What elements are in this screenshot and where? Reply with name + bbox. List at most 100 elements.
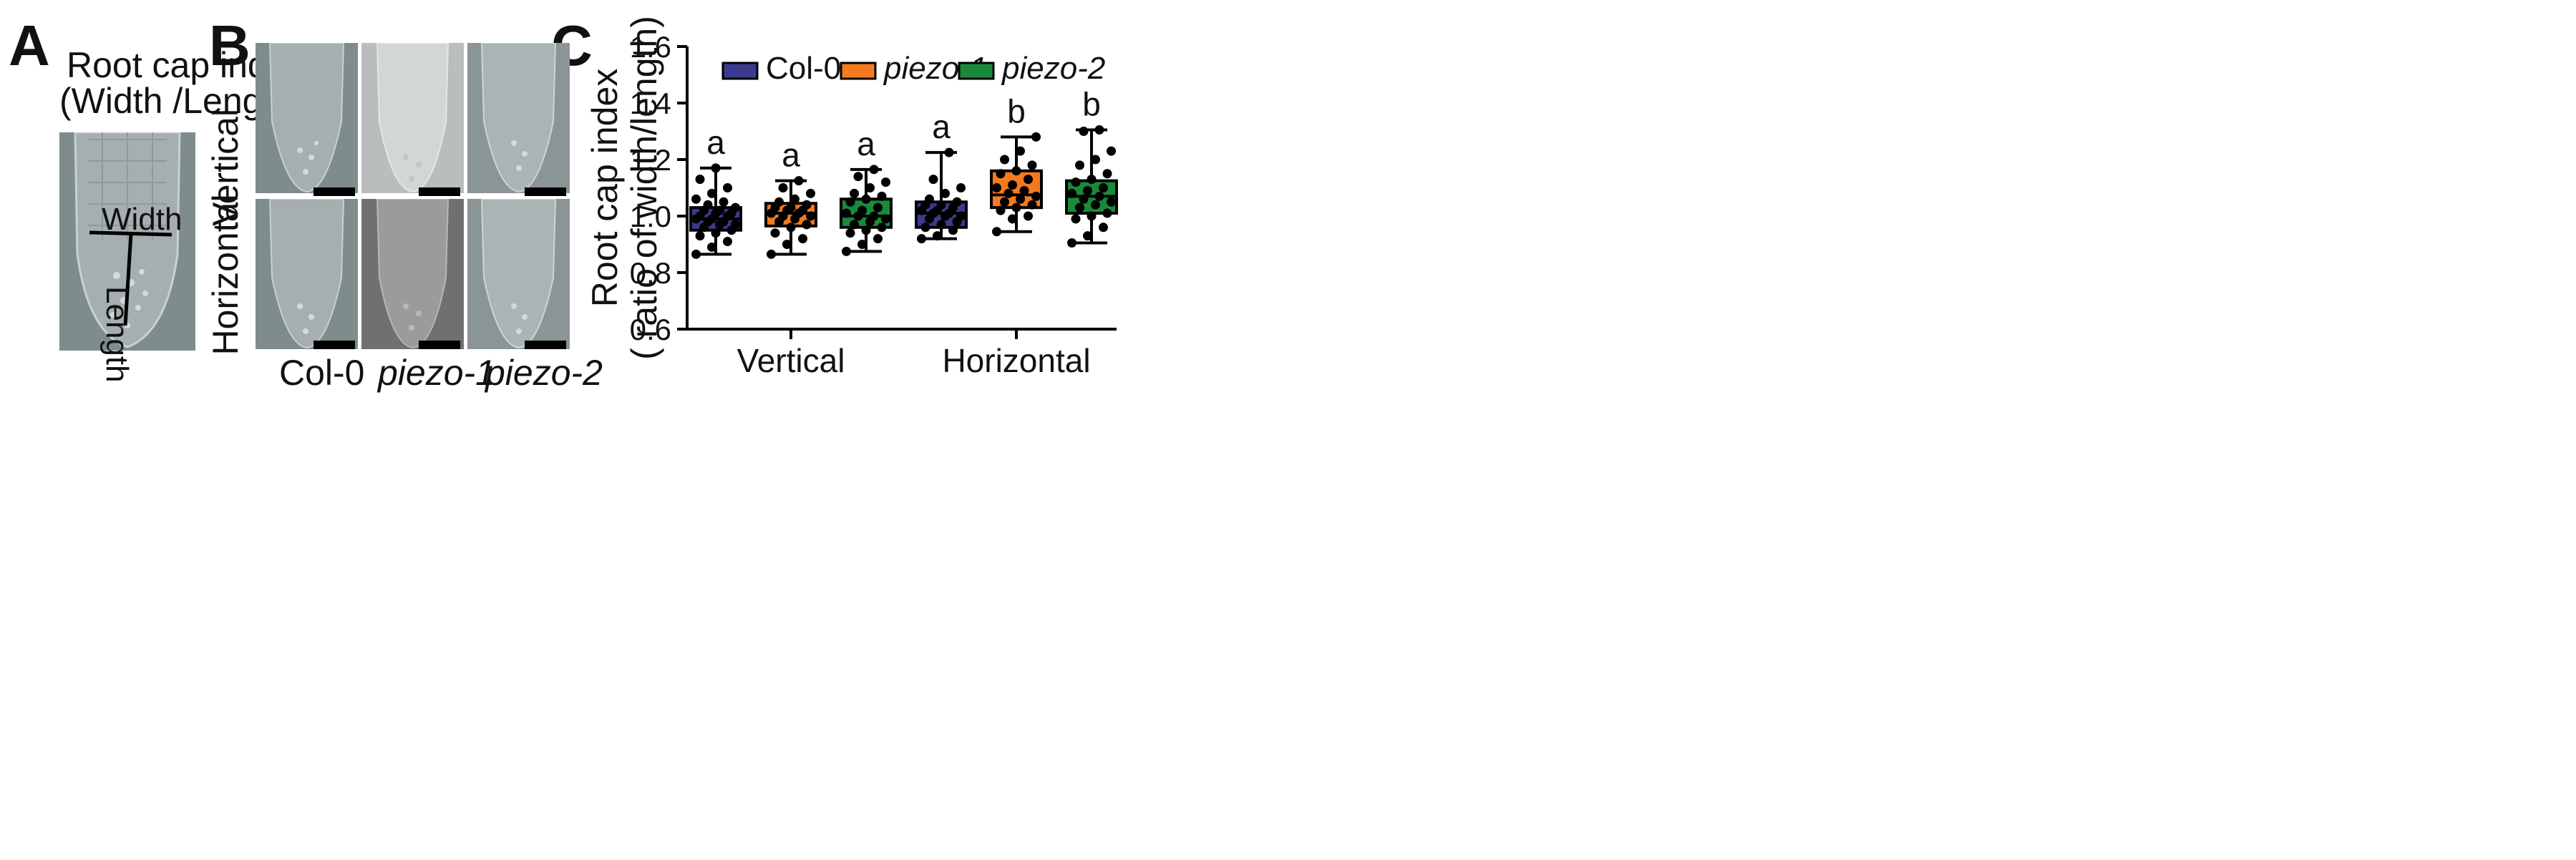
data-point-piezo-1 [1016,194,1025,204]
significance-letter: a [932,108,951,145]
panel-a-width-label: Width [102,202,183,237]
data-point-Col-0 [707,188,716,198]
data-point-piezo-2 [1079,127,1089,136]
data-point-piezo-2 [873,234,883,244]
significance-letter: a [857,125,875,162]
data-point-Col-0 [723,237,732,247]
data-point-Col-0 [944,147,954,157]
data-point-Col-0 [956,183,966,192]
data-point-piezo-2 [857,205,867,215]
legend-swatch-piezo-2 [958,62,995,80]
data-point-piezo-2 [853,172,863,182]
data-point-Col-0 [715,205,724,215]
micrograph-horizontal-piezo2 [467,199,570,349]
panel-b-col-label-col0: Col-0 [279,353,365,393]
data-point-Col-0 [731,220,740,230]
panel-b-col-label-piezo2: piezo-2 [485,353,603,393]
scalebar-horizontal-col0 [314,341,355,349]
panel-a-letter: A [9,14,50,77]
data-point-Col-0 [948,225,958,235]
data-point-piezo-1 [1011,166,1021,176]
data-point-piezo-1 [786,223,796,233]
data-point-Col-0 [941,188,950,198]
data-point-piezo-2 [1102,208,1112,218]
y-axis-label-line2: ( ratio of width/length) [624,16,664,360]
significance-letter: a [782,137,800,174]
data-point-piezo-2 [861,194,871,204]
data-point-Col-0 [703,200,713,210]
data-point-piezo-2 [842,246,851,256]
scalebar-vertical-piezo1 [419,187,460,196]
data-point-piezo-2 [1067,238,1076,248]
data-point-piezo-1 [798,234,807,244]
data-point-piezo-2 [869,211,879,221]
data-point-piezo-1 [1000,155,1009,165]
y-tick-label: 1.0 [630,200,671,233]
data-point-Col-0 [925,194,934,204]
data-point-piezo-1 [1027,200,1037,210]
scalebar-vertical-piezo2 [525,187,566,196]
panel-b-letter: B [209,14,251,77]
data-point-piezo-2 [845,197,855,207]
micrograph-vertical-col0 [256,43,358,193]
data-point-piezo-2 [1094,191,1104,201]
data-point-piezo-2 [1099,223,1108,233]
micrograph-vertical-piezo2 [467,43,570,193]
data-point-piezo-1 [802,200,812,210]
data-point-piezo-1 [774,197,784,207]
data-point-piezo-2 [881,177,890,187]
panel-a-measure-lines [89,230,172,326]
legend-label-Col-0: Col-0 [766,51,841,86]
y-tick-label: 1.4 [630,87,671,120]
data-point-piezo-1 [1031,191,1041,201]
data-point-piezo-2 [1075,160,1084,170]
data-point-piezo-2 [845,228,855,238]
data-point-piezo-1 [996,205,1006,215]
data-point-piezo-2 [1087,211,1097,221]
data-point-piezo-1 [782,240,792,249]
data-point-Col-0 [917,234,926,244]
micrograph-vertical-piezo1 [361,43,464,193]
data-point-Col-0 [952,197,962,207]
data-point-piezo-1 [996,169,1006,179]
data-point-piezo-1 [1031,132,1041,142]
panel-b-col-label-piezo1: piezo-1 [378,353,495,393]
micrograph-horizontal-piezo1 [361,199,464,349]
y-tick-label: 0.8 [630,256,671,290]
significance-letter: b [1082,86,1101,123]
data-point-Col-0 [731,202,740,212]
data-point-Col-0 [933,231,942,241]
data-point-piezo-1 [802,220,812,230]
data-point-Col-0 [719,197,729,207]
data-point-piezo-2 [1071,214,1081,224]
data-point-Col-0 [711,163,721,173]
data-point-Col-0 [936,200,946,210]
data-point-piezo-1 [992,183,1001,192]
scalebar-vertical-col0 [314,187,355,196]
data-point-piezo-2 [869,165,879,175]
data-point-Col-0 [920,223,930,233]
legend-swatch-Col-0 [721,62,759,80]
data-point-piezo-2 [877,223,887,233]
data-point-piezo-2 [1091,200,1100,210]
data-point-piezo-2 [877,191,887,201]
data-point-Col-0 [711,228,721,238]
data-point-piezo-1 [1027,160,1037,170]
data-point-piezo-2 [865,183,875,192]
data-point-Col-0 [956,211,966,221]
legend-swatch-piezo-1 [840,62,877,80]
data-point-Col-0 [691,194,701,204]
data-point-piezo-1 [1024,175,1033,185]
data-point-piezo-2 [1102,169,1112,179]
data-point-piezo-1 [1008,180,1017,190]
y-tick-label: 1.2 [630,143,671,177]
data-point-Col-0 [928,175,938,185]
data-point-piezo-1 [1000,197,1009,207]
data-point-piezo-1 [1011,202,1021,212]
y-axis-label-line1: Root cap index [585,69,625,308]
micrograph-horizontal-col0 [256,199,358,349]
data-point-piezo-1 [1003,188,1014,198]
data-point-piezo-2 [1091,155,1100,165]
significance-letter: a [706,124,725,161]
